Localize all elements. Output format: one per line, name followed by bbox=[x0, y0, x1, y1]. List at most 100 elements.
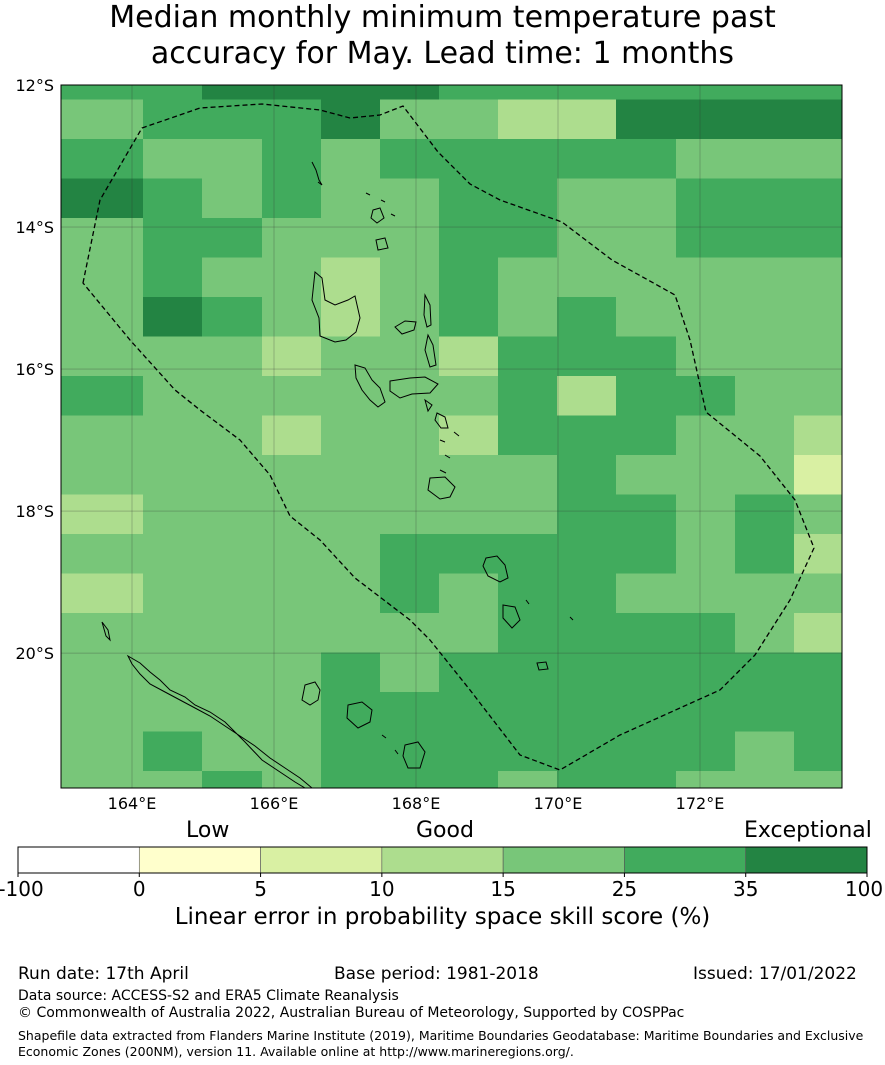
grid-cell bbox=[557, 376, 617, 416]
grid-cell bbox=[735, 652, 795, 693]
grid-cell bbox=[616, 573, 677, 614]
grid-cell bbox=[557, 178, 617, 219]
grid-cell bbox=[321, 731, 381, 772]
grid-cell bbox=[143, 494, 203, 535]
grid-cell bbox=[61, 692, 85, 732]
grid-cell bbox=[676, 731, 736, 772]
grid-cell bbox=[616, 178, 677, 219]
grid-cell bbox=[439, 771, 499, 789]
grid-cell bbox=[262, 297, 322, 337]
island-banks-c bbox=[365, 192, 371, 196]
island-espiritu-santo bbox=[311, 271, 361, 343]
grid-cell bbox=[616, 731, 677, 772]
grid-cell bbox=[557, 257, 617, 298]
grid-cell bbox=[61, 336, 85, 377]
colorbar-tick-labels: -100 0 5 10 15 25 35 100 bbox=[0, 873, 883, 901]
grid-cell bbox=[84, 652, 144, 693]
grid-cell bbox=[84, 85, 144, 100]
grid-cell bbox=[735, 613, 795, 653]
grid-cell bbox=[735, 692, 795, 732]
grid-cell bbox=[616, 376, 677, 416]
grid-cell bbox=[61, 85, 85, 100]
grid-cell bbox=[61, 297, 85, 337]
grid-cell bbox=[380, 336, 440, 377]
colorbar-segment bbox=[138, 846, 261, 874]
grid-cell bbox=[676, 85, 736, 100]
grid-cell bbox=[616, 139, 677, 179]
grid-cell bbox=[676, 297, 736, 337]
grid-cell bbox=[498, 613, 558, 653]
island-banks-b bbox=[375, 237, 389, 251]
grid-cell bbox=[616, 218, 677, 258]
grid-cell bbox=[84, 257, 144, 298]
island-isle-of-pines bbox=[381, 734, 399, 755]
grid-cell bbox=[735, 415, 795, 456]
grid-cell bbox=[202, 218, 263, 258]
grid-cell bbox=[794, 415, 843, 456]
grid-cell bbox=[202, 415, 263, 456]
grid-cell bbox=[557, 692, 617, 732]
grid-cell bbox=[676, 494, 736, 535]
grid-cell bbox=[84, 613, 144, 653]
grid-cell bbox=[557, 534, 617, 574]
lon-label: 170°E bbox=[534, 794, 583, 813]
colorbar-segment bbox=[624, 846, 747, 874]
grid-cell bbox=[321, 99, 381, 140]
grid-cell bbox=[735, 336, 795, 377]
category-good: Good bbox=[416, 818, 474, 843]
grid-cell bbox=[61, 534, 85, 574]
grid-cell bbox=[262, 613, 322, 653]
grid-cell bbox=[557, 613, 617, 653]
island-loyalty-ouvea bbox=[301, 681, 321, 706]
grid-cell bbox=[676, 652, 736, 693]
grid-cell bbox=[676, 771, 736, 789]
grid-cell bbox=[616, 771, 677, 789]
colorbar-tick-label: 5 bbox=[254, 877, 267, 901]
grid-cell bbox=[616, 494, 677, 535]
grid-cell bbox=[202, 99, 263, 140]
grid-cell bbox=[439, 652, 499, 693]
grid-cell bbox=[735, 85, 795, 100]
grid-cell bbox=[202, 771, 263, 789]
grid-cell bbox=[735, 218, 795, 258]
grid-cell bbox=[380, 534, 440, 574]
grid-cell bbox=[61, 613, 85, 653]
grid-cell bbox=[794, 257, 843, 298]
grid-cell bbox=[735, 139, 795, 179]
lon-label: 166°E bbox=[250, 794, 299, 813]
title-line-1: Median monthly minimum temperature past bbox=[109, 0, 776, 35]
grid-cell bbox=[498, 494, 558, 535]
grid-cell bbox=[794, 613, 843, 653]
shapefile-credit-line-1: Shapefile data extracted from Flanders M… bbox=[18, 1028, 864, 1043]
grid-cell bbox=[735, 178, 795, 219]
grid-cell bbox=[321, 455, 381, 495]
grid-cell bbox=[262, 455, 322, 495]
grid-cell bbox=[498, 139, 558, 179]
grid-cell bbox=[202, 376, 263, 416]
grid-cell bbox=[380, 415, 440, 456]
colorbar-tick-label: 25 bbox=[612, 877, 637, 901]
grid-cell bbox=[498, 178, 558, 219]
grid-cell bbox=[202, 455, 263, 495]
grid-cell bbox=[794, 771, 843, 789]
grid-cell bbox=[794, 85, 843, 100]
colorbar-tick-label: 15 bbox=[490, 877, 515, 901]
island-efate bbox=[427, 476, 456, 500]
island-loyalty-mare bbox=[402, 741, 426, 769]
grid-cell bbox=[735, 731, 795, 772]
grid-cell bbox=[439, 218, 499, 258]
grid-cell bbox=[143, 178, 203, 219]
grid-cell bbox=[61, 455, 85, 495]
grid-cell bbox=[321, 573, 381, 614]
grid-cell bbox=[557, 336, 617, 377]
grid-cell bbox=[439, 692, 499, 732]
grid-cell bbox=[380, 139, 440, 179]
grid-cell bbox=[439, 731, 499, 772]
grid-cell bbox=[321, 85, 381, 100]
eez-boundary bbox=[82, 103, 815, 771]
grid-cell bbox=[616, 692, 677, 732]
grid-cell bbox=[498, 455, 558, 495]
lon-label: 164°E bbox=[108, 794, 157, 813]
grid-cell bbox=[557, 771, 617, 789]
grid-cell bbox=[262, 573, 322, 614]
